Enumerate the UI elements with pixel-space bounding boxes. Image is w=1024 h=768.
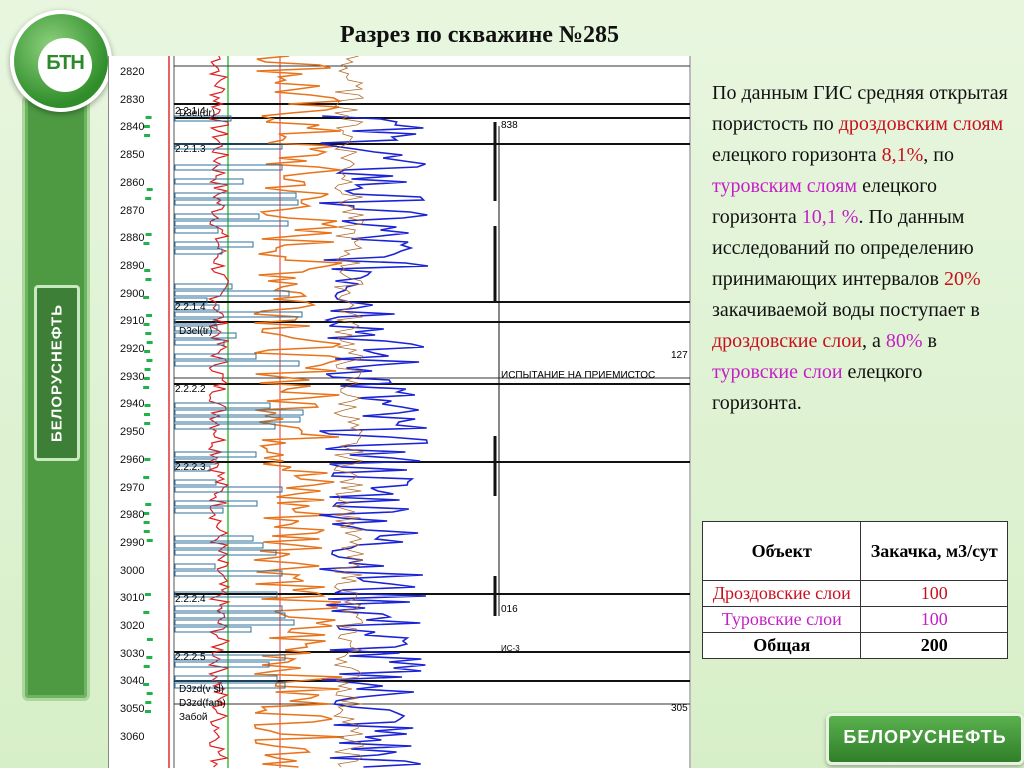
footer-brand-text: БЕЛОРУСНЕФТЬ — [843, 727, 1007, 747]
log-label-strat-1: D3el(dr) — [179, 108, 216, 119]
depth-tick-label: 2950 — [120, 426, 145, 439]
depth-tick-label: 2920 — [120, 343, 145, 355]
log-label-layer-4: 2.2.2.2 — [175, 384, 206, 395]
table-row: Дроздовские слои 100 — [701, 580, 1008, 607]
interval-bot-label: 016 — [501, 604, 518, 615]
interval-top-label: 838 — [501, 120, 518, 131]
depth-tick-label: 3000 — [120, 564, 145, 577]
depth-tick-label: 2960 — [120, 453, 145, 466]
depth-tick-label: 2850 — [120, 149, 145, 162]
depth-tick-label: 3040 — [120, 675, 145, 688]
log-label-strat-4: D3zd(fam) — [179, 698, 226, 709]
bottom-val-label: 305 — [671, 703, 688, 714]
table-header-row: Объект Закачка, м3/сут — [701, 521, 1008, 581]
depth-tick-label: 2840 — [120, 121, 145, 134]
depth-tick-label: 3050 — [120, 703, 145, 716]
depth-tick-label: 2860 — [120, 176, 145, 189]
para-text-6: закачиваемой воды поступает в — [712, 299, 980, 321]
log-label-strat-3: D3zd(v sl) — [179, 684, 225, 695]
interval-mid-label: 127 — [671, 350, 688, 361]
table-cell-value: 100 — [860, 580, 1008, 607]
log-label-layer-2: 2.2.1.3 — [175, 144, 206, 155]
log-label-layer-5: 2.2.2.3 — [175, 462, 206, 473]
para-highlight-10-1: 10,1 % — [801, 206, 859, 228]
logo-inner — [38, 38, 92, 92]
log-label-zaboi: Забой — [179, 712, 208, 723]
logo-emblem-icon: БТН — [10, 10, 112, 112]
test-label: ИСПЫТАНИЕ НА ПРИЕМИСТОС — [501, 370, 656, 381]
depth-tick-label: 2890 — [120, 259, 145, 272]
table-cell-object: Дроздовские слои — [701, 580, 862, 607]
para-highlight-8-1: 8,1% — [881, 144, 924, 166]
table-row: Общая 200 — [701, 632, 1008, 659]
depth-tick-label: 2990 — [120, 536, 145, 549]
well-log-svg — [143, 56, 691, 768]
depth-tick-label: 2940 — [120, 398, 145, 411]
description-paragraph: По данным ГИС средняя открытая пористост… — [712, 78, 1012, 419]
log-label-layer-1: 2.2.1.4 — [175, 106, 206, 117]
table-header-object: Объект — [701, 521, 862, 581]
injection-table: Объект Закачка, м3/сут Дроздовские слои … — [701, 521, 1008, 659]
depth-tick-label: 2820 — [120, 66, 145, 78]
log-label-strat-2: D3el(tr) — [179, 326, 213, 337]
para-text-5: . По данным исследований по определению … — [712, 206, 974, 290]
depth-tick-label: 2870 — [120, 204, 145, 217]
depth-tick-label: 3030 — [120, 647, 145, 660]
depth-tick-label: 2880 — [120, 232, 145, 245]
para-highlight-drozdov: дроздовским слоям — [838, 113, 1004, 135]
para-highlight-80: 80% — [885, 330, 923, 352]
para-text-7: , а — [861, 330, 886, 352]
footer-brand-logo: БЕЛОРУСНЕФТЬ — [826, 713, 1024, 765]
table-cell-value: 200 — [860, 632, 1008, 659]
para-text-4: елецкого горизонта — [712, 175, 937, 228]
depth-tick-label: 3010 — [120, 592, 145, 605]
para-text-2: елецкого горизонта — [712, 144, 882, 166]
para-text-8: в — [922, 330, 937, 352]
side-brand-text: БЕЛОРУСНЕФТЬ — [48, 304, 66, 442]
side-brand-plate: БЕЛОРУСНЕФТЬ — [34, 285, 80, 461]
is3-label: ИС-3 — [501, 644, 520, 653]
depth-tick-label: 2910 — [120, 315, 145, 328]
depth-tick-label: 3020 — [120, 620, 145, 632]
para-text-3: , по — [923, 144, 954, 166]
para-text-1: По данным ГИС средняя открытая пористост… — [712, 82, 1008, 135]
depth-tick-label: 2930 — [120, 370, 145, 383]
log-label-layer-6: 2.2.2.4 — [175, 594, 206, 605]
para-highlight-turov: туровским слоям — [712, 175, 858, 197]
well-log-panel: 2.2.1.4 D3el(dr) 2.2.1.3 2.2.1.4 D3el(tr… — [108, 56, 691, 768]
para-highlight-turov-layers: туровские слои — [712, 361, 843, 383]
depth-tick-label: 2900 — [120, 287, 145, 300]
para-text-9: елецкого горизонта. — [712, 361, 923, 414]
depth-tick-label: 2830 — [120, 93, 145, 106]
table-cell-value: 100 — [860, 606, 1008, 633]
depth-tick-label: 2980 — [120, 509, 145, 522]
depth-tick-label: 2970 — [120, 481, 145, 494]
slide-title: Разрез по скважине №285 — [340, 22, 620, 48]
para-highlight-drozdov-layers: дроздовские слои — [712, 330, 862, 352]
table-row: Туровские слои 100 — [701, 606, 1008, 633]
table-cell-object: Туровские слои — [701, 606, 862, 633]
log-label-layer-7: 2.2.2.5 — [175, 652, 206, 663]
table-header-injection: Закачка, м3/сут — [860, 521, 1008, 581]
table-cell-object: Общая — [701, 632, 862, 659]
depth-tick-label: 3060 — [120, 730, 145, 743]
log-label-layer-3: 2.2.1.4 — [175, 302, 206, 313]
logo-text: БТН — [46, 52, 85, 74]
para-highlight-20: 20% — [943, 268, 981, 290]
